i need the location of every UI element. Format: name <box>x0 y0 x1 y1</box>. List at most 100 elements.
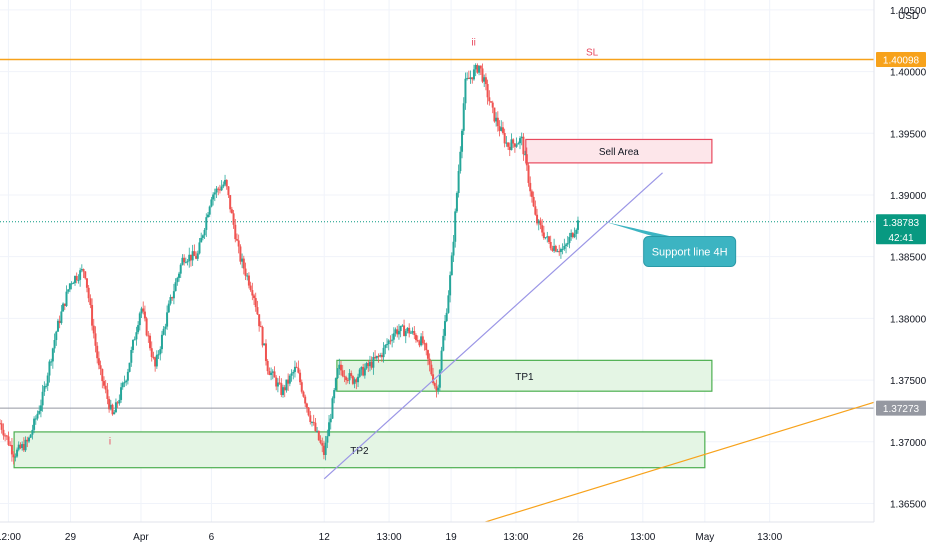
candle-body <box>21 444 24 449</box>
candle-body <box>184 262 187 264</box>
candle-body <box>461 130 464 152</box>
candle-body <box>235 239 238 241</box>
candle-body <box>29 434 32 438</box>
candle-body <box>99 365 102 370</box>
candle-body <box>345 377 348 381</box>
candle-body <box>201 235 204 238</box>
candle-body <box>179 264 182 274</box>
candle-body <box>283 387 286 391</box>
candle-body <box>452 241 455 256</box>
candle-body <box>421 336 424 344</box>
candle-body <box>150 348 153 357</box>
candle-body <box>217 188 220 190</box>
candle-body <box>365 363 368 369</box>
candle-body <box>399 325 402 332</box>
candle-body <box>455 193 458 212</box>
candle-body <box>188 254 191 262</box>
candle-body <box>374 356 377 359</box>
candle-body <box>152 356 155 358</box>
x-tick-label: 13:00 <box>757 532 782 543</box>
candle-body <box>256 307 259 315</box>
candle-body <box>491 102 494 108</box>
candle-body <box>26 439 29 442</box>
candle-body <box>353 379 356 384</box>
candle-body <box>449 275 452 296</box>
candle-body <box>34 418 37 420</box>
candle-body <box>91 304 94 326</box>
candle-body <box>205 217 208 230</box>
candle-body <box>68 283 71 290</box>
candle-body <box>0 423 3 430</box>
candle-body <box>358 369 361 377</box>
y-tick-label: 1.39500 <box>890 129 927 140</box>
candle-body <box>174 282 177 292</box>
candle-body <box>500 127 503 131</box>
candle-body <box>125 380 128 383</box>
candle-body <box>495 117 498 122</box>
candle-body <box>38 410 41 414</box>
candle-body <box>561 248 564 250</box>
x-tick-label: 6 <box>209 532 215 543</box>
price-badge <box>876 51 926 67</box>
candle-body <box>220 186 223 191</box>
annotation-mark: ii <box>471 38 475 49</box>
candle-body <box>305 403 308 408</box>
candle-body <box>311 421 314 423</box>
candle-body <box>104 385 107 390</box>
candle-body <box>346 380 349 382</box>
candle-body <box>317 430 320 441</box>
candle-body <box>65 291 68 306</box>
price-axis[interactable]: 1.40500 1.40000 1.39500 1.39000 1.38500 1.380… <box>873 0 932 522</box>
candle-body <box>295 366 298 368</box>
price-badge <box>876 400 926 416</box>
candle-body <box>375 355 378 359</box>
y-tick-label: 1.40500 <box>890 6 927 17</box>
candle-body <box>5 435 8 437</box>
candle-body <box>297 367 300 373</box>
candle-body <box>225 179 228 187</box>
candle-body <box>176 277 179 283</box>
candle-body <box>147 335 150 337</box>
candle-body <box>97 358 100 366</box>
candle-body <box>276 382 279 387</box>
candle-body <box>56 320 59 332</box>
candle-body <box>198 242 201 254</box>
candle-body <box>171 297 174 299</box>
candle-body <box>246 275 249 277</box>
candle-body <box>120 387 123 400</box>
candle-body <box>363 368 366 376</box>
zone-label: Sell Area <box>599 147 639 158</box>
candle-body <box>287 379 290 384</box>
candle-body <box>58 320 61 324</box>
candle-body <box>48 361 51 376</box>
candle-body <box>338 364 341 370</box>
y-tick-label: 1.37000 <box>890 438 927 449</box>
x-tick-label: 13:00 <box>630 532 655 543</box>
candle-body <box>498 126 501 131</box>
candle-body <box>164 326 167 329</box>
candle-body <box>426 350 429 359</box>
candle-body <box>488 97 491 102</box>
candle-body <box>425 343 428 351</box>
candle-body <box>113 412 116 415</box>
candle-body <box>232 213 235 225</box>
candle-body <box>137 325 140 333</box>
candle-body <box>329 418 332 423</box>
candle-body <box>101 369 104 382</box>
candle-body <box>271 371 274 373</box>
candle-body <box>428 358 431 365</box>
candle-body <box>438 370 441 388</box>
candle-body <box>172 291 175 299</box>
candle-body <box>493 107 496 122</box>
time-axis[interactable]: 12:00 29 Apr 6 12 13:00 19 13:00 26 13:00 May 13:00 <box>0 521 932 550</box>
candle-body <box>84 271 87 279</box>
candle-body <box>362 366 365 376</box>
candle-body <box>273 371 276 378</box>
candle-body <box>43 386 46 392</box>
candle-body <box>558 251 561 253</box>
candle-body <box>142 308 145 312</box>
candle-body <box>14 456 17 458</box>
candle-body <box>515 144 518 147</box>
candle-body <box>264 343 267 361</box>
